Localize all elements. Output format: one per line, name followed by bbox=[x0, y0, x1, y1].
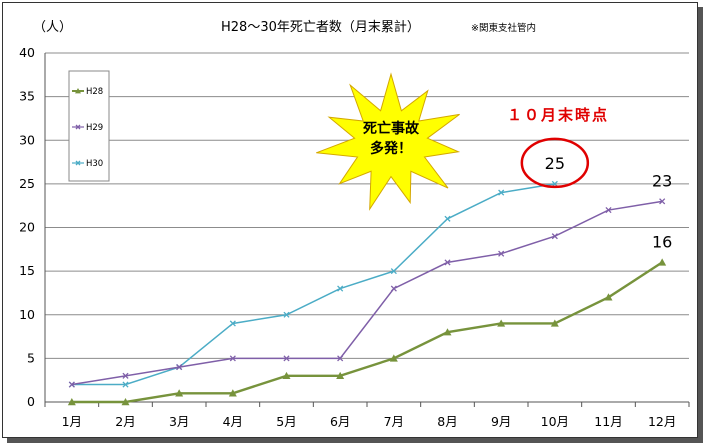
series-h29 bbox=[68, 198, 666, 388]
x-tick-label: 3月 bbox=[169, 414, 189, 429]
data-point-marker bbox=[605, 206, 612, 214]
end-label-h29: 23 bbox=[652, 171, 672, 190]
y-tick-label: 35 bbox=[19, 89, 35, 104]
data-point-marker bbox=[551, 233, 558, 240]
data-point-marker bbox=[75, 124, 81, 130]
data-point-marker bbox=[444, 215, 451, 222]
series-lines bbox=[67, 180, 667, 406]
data-point-marker bbox=[390, 285, 397, 292]
data-point-marker bbox=[121, 398, 130, 406]
y-tick-label: 25 bbox=[19, 176, 35, 191]
data-point-marker bbox=[444, 259, 451, 266]
x-tick-label: 12月 bbox=[648, 414, 676, 429]
data-point-marker bbox=[658, 258, 667, 266]
series-h28 bbox=[67, 258, 667, 406]
y-tick-label: 5 bbox=[27, 350, 35, 365]
data-point-marker bbox=[282, 371, 291, 380]
data-point-marker bbox=[283, 355, 290, 362]
series-line bbox=[71, 261, 663, 404]
data-point-marker bbox=[75, 88, 81, 94]
end-label-h28: 16 bbox=[652, 232, 672, 251]
y-axis-unit-label: （人） bbox=[33, 20, 72, 35]
series-line bbox=[71, 200, 663, 386]
chart-title-note: ※関東支社管内 bbox=[471, 22, 536, 34]
y-tick-label: 40 bbox=[19, 45, 35, 60]
data-point-marker bbox=[604, 293, 613, 301]
legend-label: H30 bbox=[86, 159, 103, 169]
legend-label: H29 bbox=[86, 123, 103, 133]
data-point-marker bbox=[176, 364, 183, 371]
data-point-marker bbox=[337, 285, 344, 292]
data-point-marker bbox=[283, 311, 290, 318]
data-point-marker bbox=[228, 389, 237, 397]
x-tick-label: 2月 bbox=[115, 414, 135, 429]
data-point-marker bbox=[498, 250, 505, 257]
data-point-marker bbox=[122, 381, 129, 388]
x-tick-label: 10月 bbox=[541, 414, 569, 429]
data-point-marker bbox=[175, 389, 184, 397]
legend-label: H28 bbox=[86, 87, 103, 97]
x-tick-label: 9月 bbox=[491, 414, 511, 429]
legend-item-h28: H28 bbox=[72, 87, 103, 97]
x-tick-label: 1月 bbox=[62, 414, 82, 429]
starburst-text-line1: 死亡事故 bbox=[362, 120, 420, 137]
series-line bbox=[71, 183, 555, 386]
data-point-marker bbox=[68, 381, 75, 388]
data-point-marker bbox=[390, 268, 397, 275]
x-tick-label: 7月 bbox=[384, 414, 404, 429]
red-annotation-note: １０月末時点 bbox=[507, 106, 609, 124]
data-point-marker bbox=[337, 355, 344, 362]
y-tick-label: 30 bbox=[19, 132, 35, 147]
data-point-marker bbox=[497, 319, 506, 327]
y-tick-label: 15 bbox=[19, 263, 35, 278]
data-point-marker bbox=[389, 354, 398, 362]
data-point-marker bbox=[229, 355, 236, 362]
x-tick-label: 5月 bbox=[276, 414, 296, 429]
data-point-marker bbox=[229, 320, 236, 327]
data-point-marker bbox=[67, 398, 76, 406]
data-point-marker bbox=[336, 371, 345, 380]
y-tick-label: 0 bbox=[27, 394, 35, 409]
legend: H28 H29 H30 bbox=[68, 70, 110, 182]
starburst-text-line2: 多発！ bbox=[370, 140, 412, 157]
legend-item-h30: H30 bbox=[72, 159, 103, 169]
data-point-marker bbox=[498, 189, 505, 196]
end-label-h30: 25 bbox=[545, 154, 565, 173]
x-tick-label: 11月 bbox=[594, 414, 622, 429]
data-point-marker bbox=[122, 372, 129, 379]
legend-item-h29: H29 bbox=[72, 123, 103, 133]
data-point-marker bbox=[75, 160, 81, 166]
data-point-marker bbox=[443, 328, 452, 336]
chart-title: H28～30年死亡者数（月末累計） bbox=[221, 19, 420, 35]
series-h30 bbox=[68, 180, 558, 388]
chart-frame: H28～30年死亡者数（月末累計） ※関東支社管内 （人） 0 5 10 15 20 25… bbox=[2, 2, 698, 438]
line-chart: H28～30年死亡者数（月末累計） ※関東支社管内 （人） 0 5 10 15 20 25… bbox=[19, 19, 690, 429]
starburst-shape bbox=[316, 72, 461, 211]
x-tick-label: 6月 bbox=[330, 414, 350, 429]
y-tick-label: 10 bbox=[19, 307, 35, 322]
x-tick-label: 4月 bbox=[223, 414, 243, 429]
axes: 0 5 10 15 20 25 30 35 40 1月 2月 3月 4月 5月 6月 7月 8月 9月 10月 11月… bbox=[19, 45, 690, 429]
x-tick-label: 8月 bbox=[437, 414, 457, 429]
y-tick-label: 20 bbox=[19, 220, 35, 235]
data-point-marker bbox=[659, 198, 666, 205]
data-point-marker bbox=[550, 319, 559, 327]
highlight-circle bbox=[520, 137, 590, 189]
